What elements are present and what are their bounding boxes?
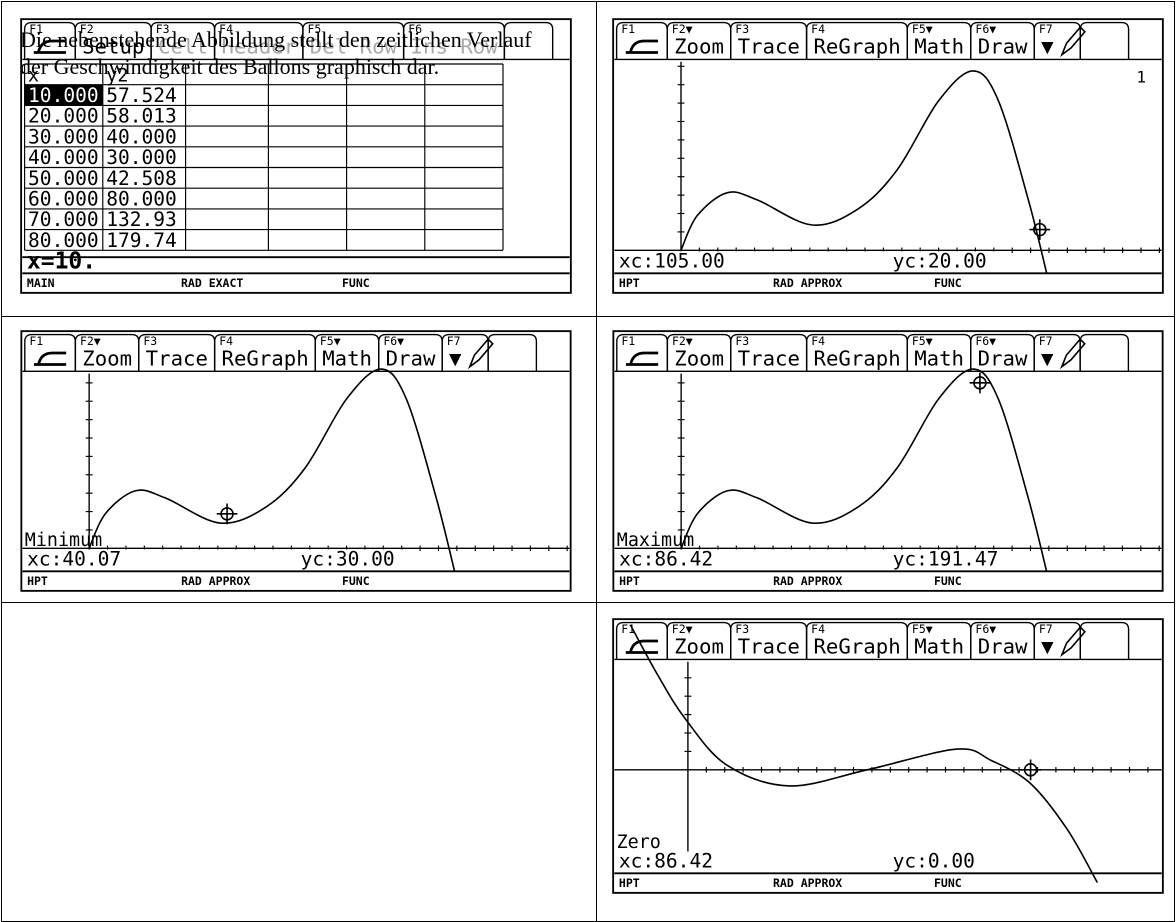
tab-label: Trace: [738, 347, 800, 371]
status-text: HPT: [619, 876, 640, 890]
xc-readout: xc:40.07: [27, 548, 121, 571]
tab-label: Math: [322, 347, 372, 371]
tab-label: Draw: [978, 35, 1028, 59]
cell: [1, 602, 597, 922]
table-cell: 70.000: [28, 208, 99, 231]
table-cell: 60.000: [28, 187, 99, 210]
tab-label: Math: [914, 35, 964, 59]
tab-label: Draw: [978, 347, 1028, 371]
status-text: HPT: [619, 276, 640, 290]
status-text: HPT: [619, 574, 640, 588]
xc-readout: xc:86.42: [619, 850, 713, 873]
tab-label: Draw: [386, 347, 436, 371]
tab-key: F1: [29, 334, 43, 348]
status-text: FUNC: [934, 574, 962, 588]
tab-key: F1: [621, 334, 635, 348]
tab-label: Draw: [978, 635, 1028, 659]
tab-label: Math: [914, 635, 964, 659]
table-cell: 80.000: [106, 187, 177, 210]
tab-label: ▼: [1041, 35, 1054, 59]
yc-readout: yc:30.00: [301, 548, 395, 571]
description: Die nebenstehende Abbildung stellt den z…: [20, 26, 540, 80]
tab-key: F1: [621, 22, 635, 36]
page: F1F2SetupF3CellF4HeaderF5Del RowF6Ins Ro…: [0, 0, 1176, 914]
yc-readout: yc:191.47: [893, 548, 999, 571]
status-text: RAD APPROX: [773, 276, 842, 290]
status-text: MAIN: [27, 276, 55, 290]
tab-label: Trace: [146, 347, 208, 371]
tab-label: ReGraph: [813, 635, 900, 659]
table-cell: 30.000: [106, 146, 177, 169]
tab-label: Zoom: [674, 347, 724, 371]
status-text: FUNC: [342, 276, 370, 290]
tab-label: ▼: [1041, 347, 1054, 371]
tab-label: Zoom: [82, 347, 132, 371]
status-text: FUNC: [342, 574, 370, 588]
table-cell: 57.524: [106, 84, 177, 107]
tab-label: ReGraph: [813, 35, 900, 59]
table-cell: 20.000: [28, 105, 99, 128]
status-text: FUNC: [934, 276, 962, 290]
table-cell: 42.508: [106, 167, 177, 190]
status-text: RAD EXACT: [181, 276, 243, 290]
tab-label: ▼: [449, 347, 462, 371]
tab-label: Zoom: [674, 635, 724, 659]
table-cell: 10.000: [28, 84, 99, 107]
status-text: HPT: [27, 574, 48, 588]
table-cell: 50.000: [28, 167, 99, 190]
status-text: RAD APPROX: [181, 574, 250, 588]
tab-label: Trace: [738, 35, 800, 59]
table-cell: 40.000: [28, 146, 99, 169]
tab-label: Trace: [738, 635, 800, 659]
table-cell: 40.000: [106, 125, 177, 148]
tab-label: ReGraph: [814, 347, 901, 371]
status-text: RAD APPROX: [773, 876, 842, 890]
status-text: FUNC: [934, 876, 962, 890]
table-cell: 30.000: [28, 125, 99, 148]
tab-label: Zoom: [674, 35, 724, 59]
entry-line: x=10.: [27, 249, 96, 275]
calculator-screen: F1F2▼ZoomF3TraceF4ReGraphF5▼MathF6▼DrawF…: [612, 18, 1164, 294]
table-cell: 179.74: [106, 229, 177, 252]
yc-readout: yc:0.00: [893, 850, 975, 873]
table-cell: 58.013: [106, 105, 177, 128]
calculator-screen: F1F2▼ZoomF3TraceF4ReGraphF5▼MathF6▼DrawF…: [612, 330, 1164, 592]
calculator-screen: F1F2▼ZoomF3TraceF4ReGraphF5▼MathF6▼DrawF…: [612, 618, 1164, 894]
tab-label: ReGraph: [222, 347, 309, 371]
tab-label: ▼: [1041, 635, 1054, 659]
xc-readout: xc:86.42: [619, 548, 713, 571]
status-text: RAD APPROX: [773, 574, 842, 588]
tab-label: Math: [914, 347, 964, 371]
xc-readout: xc:105.00: [619, 250, 725, 273]
graph-number: 1: [1136, 67, 1146, 86]
table-cell: 132.93: [106, 208, 177, 231]
yc-readout: yc:20.00: [893, 250, 987, 273]
